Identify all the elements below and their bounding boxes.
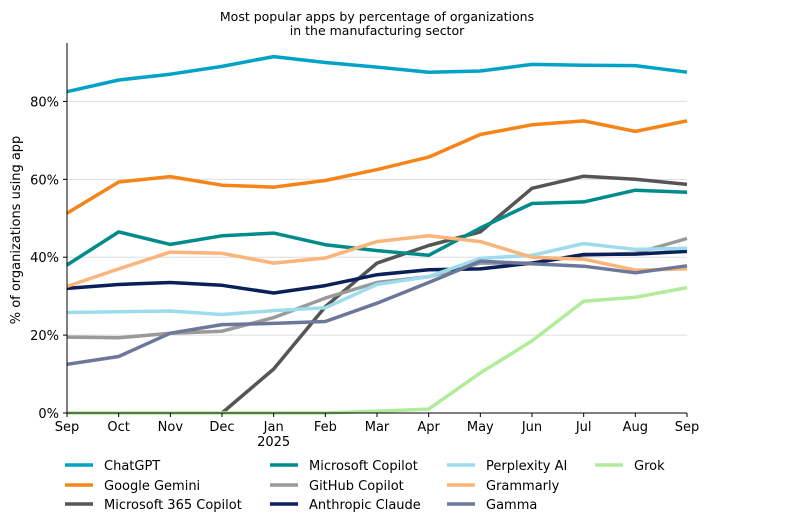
legend-item: ChatGPT (65, 459, 160, 474)
y-tick-label: 40% (30, 251, 59, 266)
series-line-chatgpt (66, 54, 688, 94)
gridlines (67, 100, 687, 336)
legend-item: Grok (595, 459, 665, 474)
legend-label: GitHub Copilot (309, 479, 404, 494)
x-tick-label: May (467, 420, 494, 435)
x-tick-label: Feb (314, 420, 337, 435)
legend-item: Grammarly (447, 479, 560, 494)
x-tick-label: Sep (675, 420, 700, 435)
series-line-perplexity-ai (66, 241, 688, 317)
x-axis-ticks: Sep Oct Nov Dec Jan Feb Mar Apr May Jun Jul Aug Sep 2… (55, 413, 700, 450)
x-tick-label: Mar (365, 420, 390, 435)
legend-item: Anthropic Claude (270, 498, 421, 513)
chart-title-line: in the manufacturing sector (290, 23, 465, 38)
x-tick-label: Oct (107, 420, 129, 435)
legend-item: Microsoft 365 Copilot (65, 498, 242, 513)
legend-label: Microsoft Copilot (309, 459, 418, 474)
legend-label: Grammarly (486, 479, 560, 494)
legend-label: Google Gemini (104, 479, 200, 494)
series-line-grok (67, 285, 688, 415)
legend-item: GitHub Copilot (270, 479, 404, 494)
series-line-microsoft-365-copilot (220, 174, 688, 415)
legend-item: Google Gemini (65, 479, 200, 494)
y-axis-label: % of organizations using app (9, 136, 24, 325)
series-line-anthropic-claude (66, 249, 688, 295)
x-tick-label: Aug (623, 420, 648, 435)
legend-label: Microsoft 365 Copilot (104, 498, 242, 513)
x-tick-label: Nov (158, 420, 184, 435)
y-tick-label: 60% (30, 173, 59, 188)
legend-item: Gamma (447, 498, 537, 513)
series-line-gamma (66, 259, 688, 367)
chart-title: Most popular apps by percentage of organ… (220, 9, 534, 38)
y-tick-label: 0% (38, 407, 59, 422)
x-year-label: 2025 (257, 435, 290, 450)
legend-label: Grok (634, 459, 665, 474)
series-line-grammarly (66, 234, 688, 289)
series-lines (66, 54, 688, 415)
y-axis-ticks: 0% 20% 40% 60% 80% (30, 95, 67, 422)
legend: ChatGPT Google Gemini Microsoft 365 Copilo… (65, 459, 665, 513)
legend-item: Microsoft Copilot (270, 459, 418, 474)
axes (66, 43, 687, 414)
legend-label: ChatGPT (104, 459, 160, 474)
x-tick-label: Sep (55, 420, 80, 435)
x-tick-label: Apr (417, 420, 440, 435)
legend-label: Perplexity AI (486, 459, 567, 474)
legend-item: Perplexity AI (447, 459, 567, 474)
y-tick-label: 80% (30, 95, 59, 110)
x-tick-label: Dec (209, 420, 234, 435)
series-line-microsoft-copilot (66, 188, 688, 267)
x-tick-label: Jun (521, 420, 542, 435)
x-tick-label: Jan (263, 420, 284, 435)
x-tick-label: Jul (575, 420, 592, 435)
y-tick-label: 20% (30, 329, 59, 344)
legend-label: Gamma (486, 498, 537, 513)
chart-title-line: Most popular apps by percentage of organ… (220, 9, 534, 24)
series-line-google-gemini (66, 119, 688, 215)
legend-label: Anthropic Claude (309, 498, 421, 513)
